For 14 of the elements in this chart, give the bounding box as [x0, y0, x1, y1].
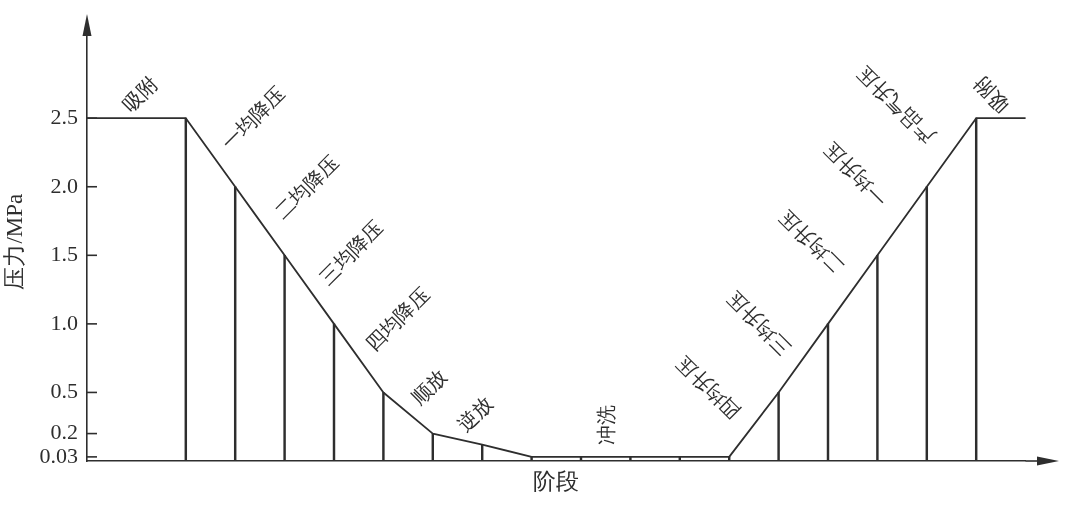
y-tick-label: 2.5 [50, 103, 78, 129]
y-tick-label: 1.5 [50, 241, 78, 267]
annotation: 吸附 [968, 72, 1013, 117]
y-tick-label: 1.0 [50, 309, 78, 335]
y-tick-label: 2.0 [50, 172, 78, 198]
y-axis-title: 压力/MPa [1, 193, 27, 290]
annotation: 冲洗 [594, 404, 617, 445]
y-tick-label: 0.5 [50, 378, 78, 404]
y-tick-label: 0.03 [39, 442, 78, 468]
annotation: 吸附 [118, 72, 163, 116]
y-tick-label: 0.2 [50, 419, 78, 445]
x-axis-title: 阶段 [533, 469, 580, 495]
annotation: 逆放 [453, 391, 498, 436]
annotation: 顺放 [406, 364, 451, 409]
